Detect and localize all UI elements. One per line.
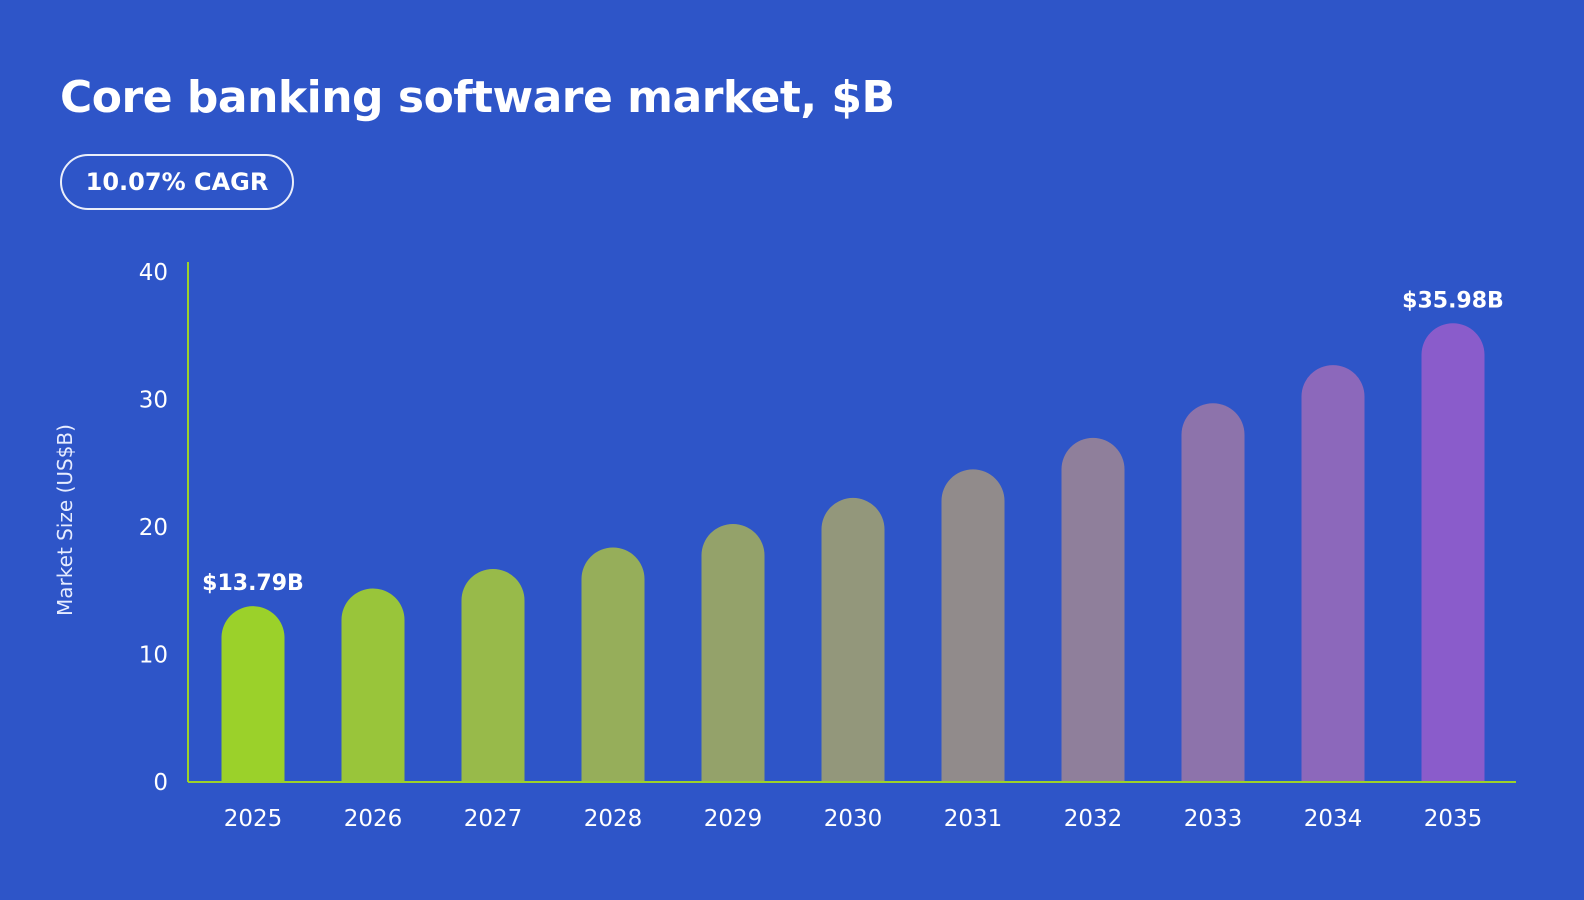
x-tick-label: 2035 bbox=[1424, 806, 1483, 832]
bar-2035 bbox=[1421, 323, 1485, 782]
x-tick-label: 2033 bbox=[1184, 806, 1243, 832]
bar-2029 bbox=[701, 523, 765, 782]
y-tick-label: 20 bbox=[139, 515, 168, 541]
bar-2027 bbox=[461, 568, 525, 782]
y-tick-label: 0 bbox=[153, 770, 168, 796]
y-axis-label: Market Size (US$B) bbox=[53, 424, 77, 616]
x-tick-label: 2034 bbox=[1304, 806, 1363, 832]
chart-title: Core banking software market, $B bbox=[60, 72, 895, 123]
x-tick-label: 2028 bbox=[584, 806, 643, 832]
cagr-badge: 10.07% CAGR bbox=[60, 154, 294, 210]
y-tick-label: 30 bbox=[139, 388, 168, 414]
x-axis-ticks: 2025 2026 2027 2028 2029 2030 2031 2032 2033 2034… bbox=[224, 806, 1483, 832]
bar-2030 bbox=[821, 497, 885, 782]
x-tick-label: 2027 bbox=[464, 806, 523, 832]
x-tick-label: 2026 bbox=[344, 806, 403, 832]
x-tick-label: 2029 bbox=[704, 806, 763, 832]
data-label: $13.79B bbox=[202, 571, 304, 596]
y-tick-label: 40 bbox=[139, 260, 168, 286]
data-label: $35.98B bbox=[1402, 288, 1504, 313]
bar-2034 bbox=[1301, 365, 1365, 782]
bar-2031 bbox=[941, 469, 1005, 782]
bar-2033 bbox=[1181, 403, 1245, 782]
y-tick-label: 10 bbox=[139, 643, 168, 669]
y-axis-ticks: 0 10 20 30 40 bbox=[139, 260, 168, 796]
bar-2025 bbox=[221, 606, 285, 782]
bar-2026 bbox=[341, 588, 405, 782]
bar-2032 bbox=[1061, 437, 1125, 782]
x-tick-label: 2031 bbox=[944, 806, 1003, 832]
x-tick-label: 2025 bbox=[224, 806, 283, 832]
x-tick-label: 2032 bbox=[1064, 806, 1123, 832]
bar-2028 bbox=[581, 547, 645, 782]
x-tick-label: 2030 bbox=[824, 806, 883, 832]
bars bbox=[221, 323, 1485, 782]
data-labels: $13.79B $35.98B bbox=[202, 288, 1504, 596]
